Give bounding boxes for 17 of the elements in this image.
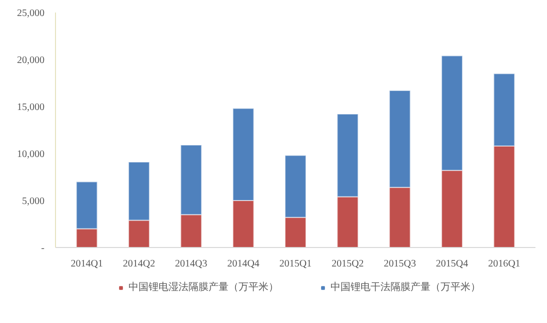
legend-label: 中国锂电干法隔膜产量（万平米） [330,280,480,294]
y-tick-label: 5,000 [22,196,44,207]
x-tick-label: 2014Q2 [122,258,156,270]
y-tick-label: 25,000 [17,8,44,19]
y-tick-label: - [41,243,45,254]
x-tick-label: 2015Q1 [279,258,312,270]
legend-label: 中国锂电湿法隔膜产量（万平米） [128,280,278,294]
y-tick-label: 20,000 [17,55,44,66]
x-tick-label: 2016Q1 [488,258,520,270]
y-tick-label: 15,000 [17,102,44,113]
x-tick-label: 2015Q4 [436,258,468,270]
x-tick-label: 2014Q4 [227,258,260,270]
x-tick-label: 2014Q1 [70,258,103,270]
x-tick-label: 2014Q3 [175,258,208,270]
x-tick-label: 2015Q3 [384,258,416,270]
x-tick-label: 2015Q2 [332,258,364,270]
y-tick-label: 10,000 [17,149,44,160]
